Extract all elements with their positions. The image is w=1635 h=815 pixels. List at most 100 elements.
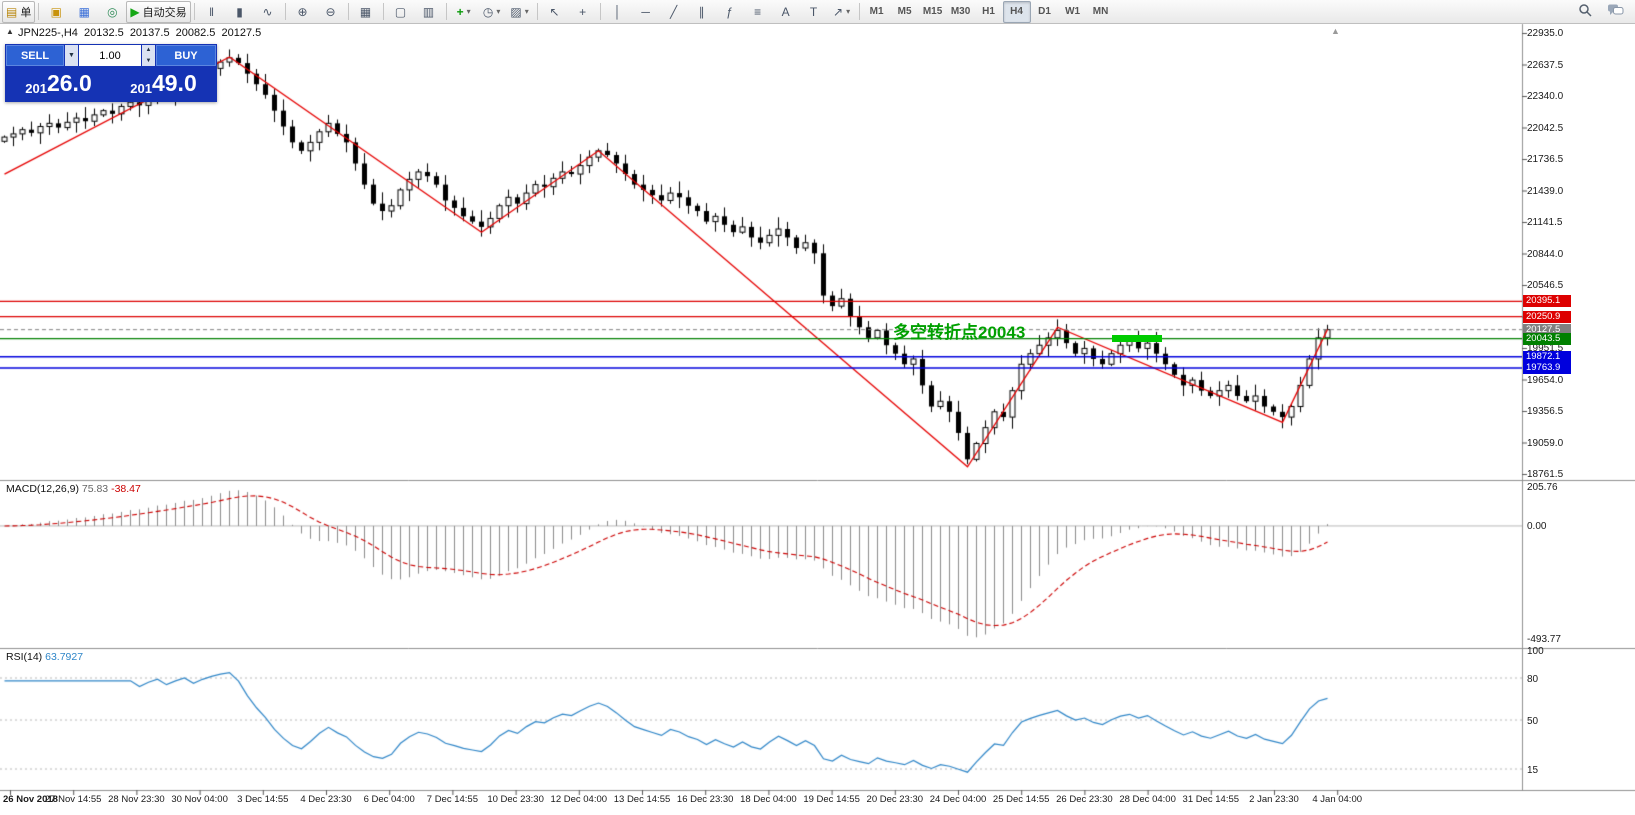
trendline-icon: ╱: [669, 4, 678, 19]
high-value: 20137.5: [129, 27, 170, 39]
rsi-axis-label: 50: [1527, 716, 1539, 727]
collapse-panel-arrow[interactable]: ▲: [6, 27, 14, 36]
timeframe-m30-label: M30: [950, 6, 971, 17]
annotation-text[interactable]: 多空转折点20043: [893, 323, 1026, 342]
sell-button[interactable]: SELL: [6, 45, 64, 66]
chevron-down-icon: ▾: [524, 7, 529, 16]
profiles-button[interactable]: ▦: [70, 1, 98, 23]
time-axis-label: 16 Dec 23:30: [676, 794, 734, 805]
timeframe-w1-label: W1: [1065, 6, 1081, 17]
arrows-icon: ↗: [833, 4, 844, 19]
time-axis-label: 26 Nov 2018: [3, 794, 58, 805]
time-axis-label: 28 Dec 04:00: [1119, 794, 1176, 805]
zoom-in-button[interactable]: ⊕: [289, 1, 317, 23]
buy-price: 201 49.0: [111, 66, 216, 101]
rsi-axis-label: 100: [1527, 646, 1544, 657]
timeframe-mn[interactable]: MN: [1087, 1, 1115, 23]
timeframe-d1[interactable]: D1: [1031, 1, 1059, 23]
time-axis-label: 10 Dec 23:30: [487, 794, 544, 805]
zoom-in-icon: ⊕: [297, 4, 308, 19]
price-axis-label: 21736.5: [1527, 154, 1564, 165]
time-axis-label: 27 Nov 14:55: [44, 794, 102, 805]
timeframe-m5[interactable]: M5: [891, 1, 919, 23]
bar-chart-button[interactable]: ǁ: [198, 1, 226, 23]
timeframe-d1-label: D1: [1038, 6, 1051, 17]
time-axis-label: 28 Nov 23:30: [108, 794, 165, 805]
channel-button[interactable]: ∥: [688, 1, 716, 23]
horizontal-line-button[interactable]: ─: [632, 1, 660, 23]
refresh-icon: ◎: [107, 4, 118, 19]
periods-menu-button[interactable]: ◷ ▾: [478, 1, 506, 23]
text-button[interactable]: A: [772, 1, 800, 23]
price-axis-label: 22042.5: [1527, 122, 1564, 134]
add-indicator-button[interactable]: + ▾: [450, 1, 478, 23]
autotrading-button[interactable]: ▶ 自动交易: [126, 0, 191, 23]
tile-windows-button[interactable]: ▦: [352, 1, 380, 23]
sell-price: 201 26.0: [6, 66, 111, 101]
timeframe-h4-label: H4: [1010, 6, 1023, 17]
vertical-line-button[interactable]: │: [604, 1, 632, 23]
chart-shift-button[interactable]: ▥: [415, 1, 443, 23]
search-button[interactable]: [1571, 1, 1599, 23]
new-chart-button[interactable]: ▣: [42, 1, 70, 23]
timeframe-h1[interactable]: H1: [975, 1, 1003, 23]
chart-title: JPN225-,H4 20132.5 20137.5 20082.5 20127…: [18, 27, 264, 39]
fibonacci-button[interactable]: ƒ: [716, 1, 744, 23]
autotrading-icon: ▶: [130, 4, 140, 19]
time-axis-label: 31 Dec 14:55: [1182, 794, 1240, 805]
pivot-highlight[interactable]: [1112, 335, 1162, 342]
time-axis-label: 7 Dec 14:55: [426, 794, 479, 805]
timeframe-h4[interactable]: H4: [1002, 0, 1031, 23]
timeframe-m15[interactable]: M15: [919, 1, 947, 23]
volume-preset-dropdown[interactable]: ▼: [65, 45, 78, 66]
refresh-button[interactable]: ◎: [98, 1, 126, 23]
price-tag-19763.9: 19763.9: [1523, 362, 1571, 375]
timeframe-m1-label: M1: [869, 6, 884, 17]
crosshair-icon: +: [579, 4, 587, 19]
chevron-down-icon: ▾: [496, 7, 501, 16]
crosshair-button[interactable]: +: [569, 1, 597, 23]
candlestick-chart-button[interactable]: ▮: [226, 1, 254, 23]
search-icon: [1578, 3, 1592, 20]
new-order-icon: ▤: [6, 4, 18, 19]
zoom-out-button[interactable]: ⊖: [317, 1, 345, 23]
cursor-icon: ↖: [549, 4, 560, 19]
new-order-button[interactable]: ▤ 单: [2, 0, 36, 23]
timeframe-h1-label: H1: [982, 6, 995, 17]
toolbar-separator: [599, 3, 601, 20]
arrows-button[interactable]: ↗ ▾: [828, 1, 856, 23]
label-button[interactable]: T: [800, 1, 828, 23]
cursor-button[interactable]: ↖: [541, 1, 569, 23]
channel-icon: ∥: [698, 4, 705, 19]
price-axis-label: 19356.5: [1527, 406, 1564, 417]
price-axis-label: 21141.5: [1527, 217, 1563, 228]
trendline-button[interactable]: ╱: [660, 1, 688, 23]
price-tag-20395.1: 20395.1: [1523, 295, 1571, 308]
templates-menu-button[interactable]: ▨ ▾: [506, 1, 534, 23]
timeframe-w1[interactable]: W1: [1059, 1, 1087, 23]
macd-label: MACD(12,26,9) 75.83 -38.47: [6, 483, 141, 495]
chat-button[interactable]: [1601, 1, 1629, 23]
shapes-icon: ≡: [754, 4, 762, 19]
volume-input[interactable]: [79, 45, 141, 66]
volume-decrease-button[interactable]: ▼: [142, 55, 155, 66]
line-chart-button[interactable]: ∿: [254, 1, 282, 23]
shapes-button[interactable]: ≡: [744, 1, 772, 23]
arrange-windows-button[interactable]: ▢: [387, 1, 415, 23]
periods-menu-icon: ◷: [482, 4, 494, 19]
toolbar-separator: [858, 3, 860, 20]
timeframe-m30[interactable]: M30: [947, 1, 975, 23]
profiles-icon: ▦: [78, 4, 91, 19]
scroll-shift-marker[interactable]: ▲: [1331, 26, 1340, 36]
timeframe-m1[interactable]: M1: [863, 1, 891, 23]
price-axis-label: 19951.5: [1527, 343, 1564, 354]
time-axis-label: 26 Dec 23:30: [1056, 794, 1113, 805]
volume-increase-button[interactable]: ▲: [142, 45, 155, 56]
toolbar-separator: [536, 3, 538, 20]
buy-button[interactable]: BUY: [156, 45, 216, 66]
new-order-button-label: 单: [20, 6, 32, 19]
symbol-period-label: JPN225-,H4: [18, 27, 78, 39]
rsi-axis-label: 15: [1527, 765, 1539, 776]
vertical-line-icon: │: [613, 4, 622, 19]
